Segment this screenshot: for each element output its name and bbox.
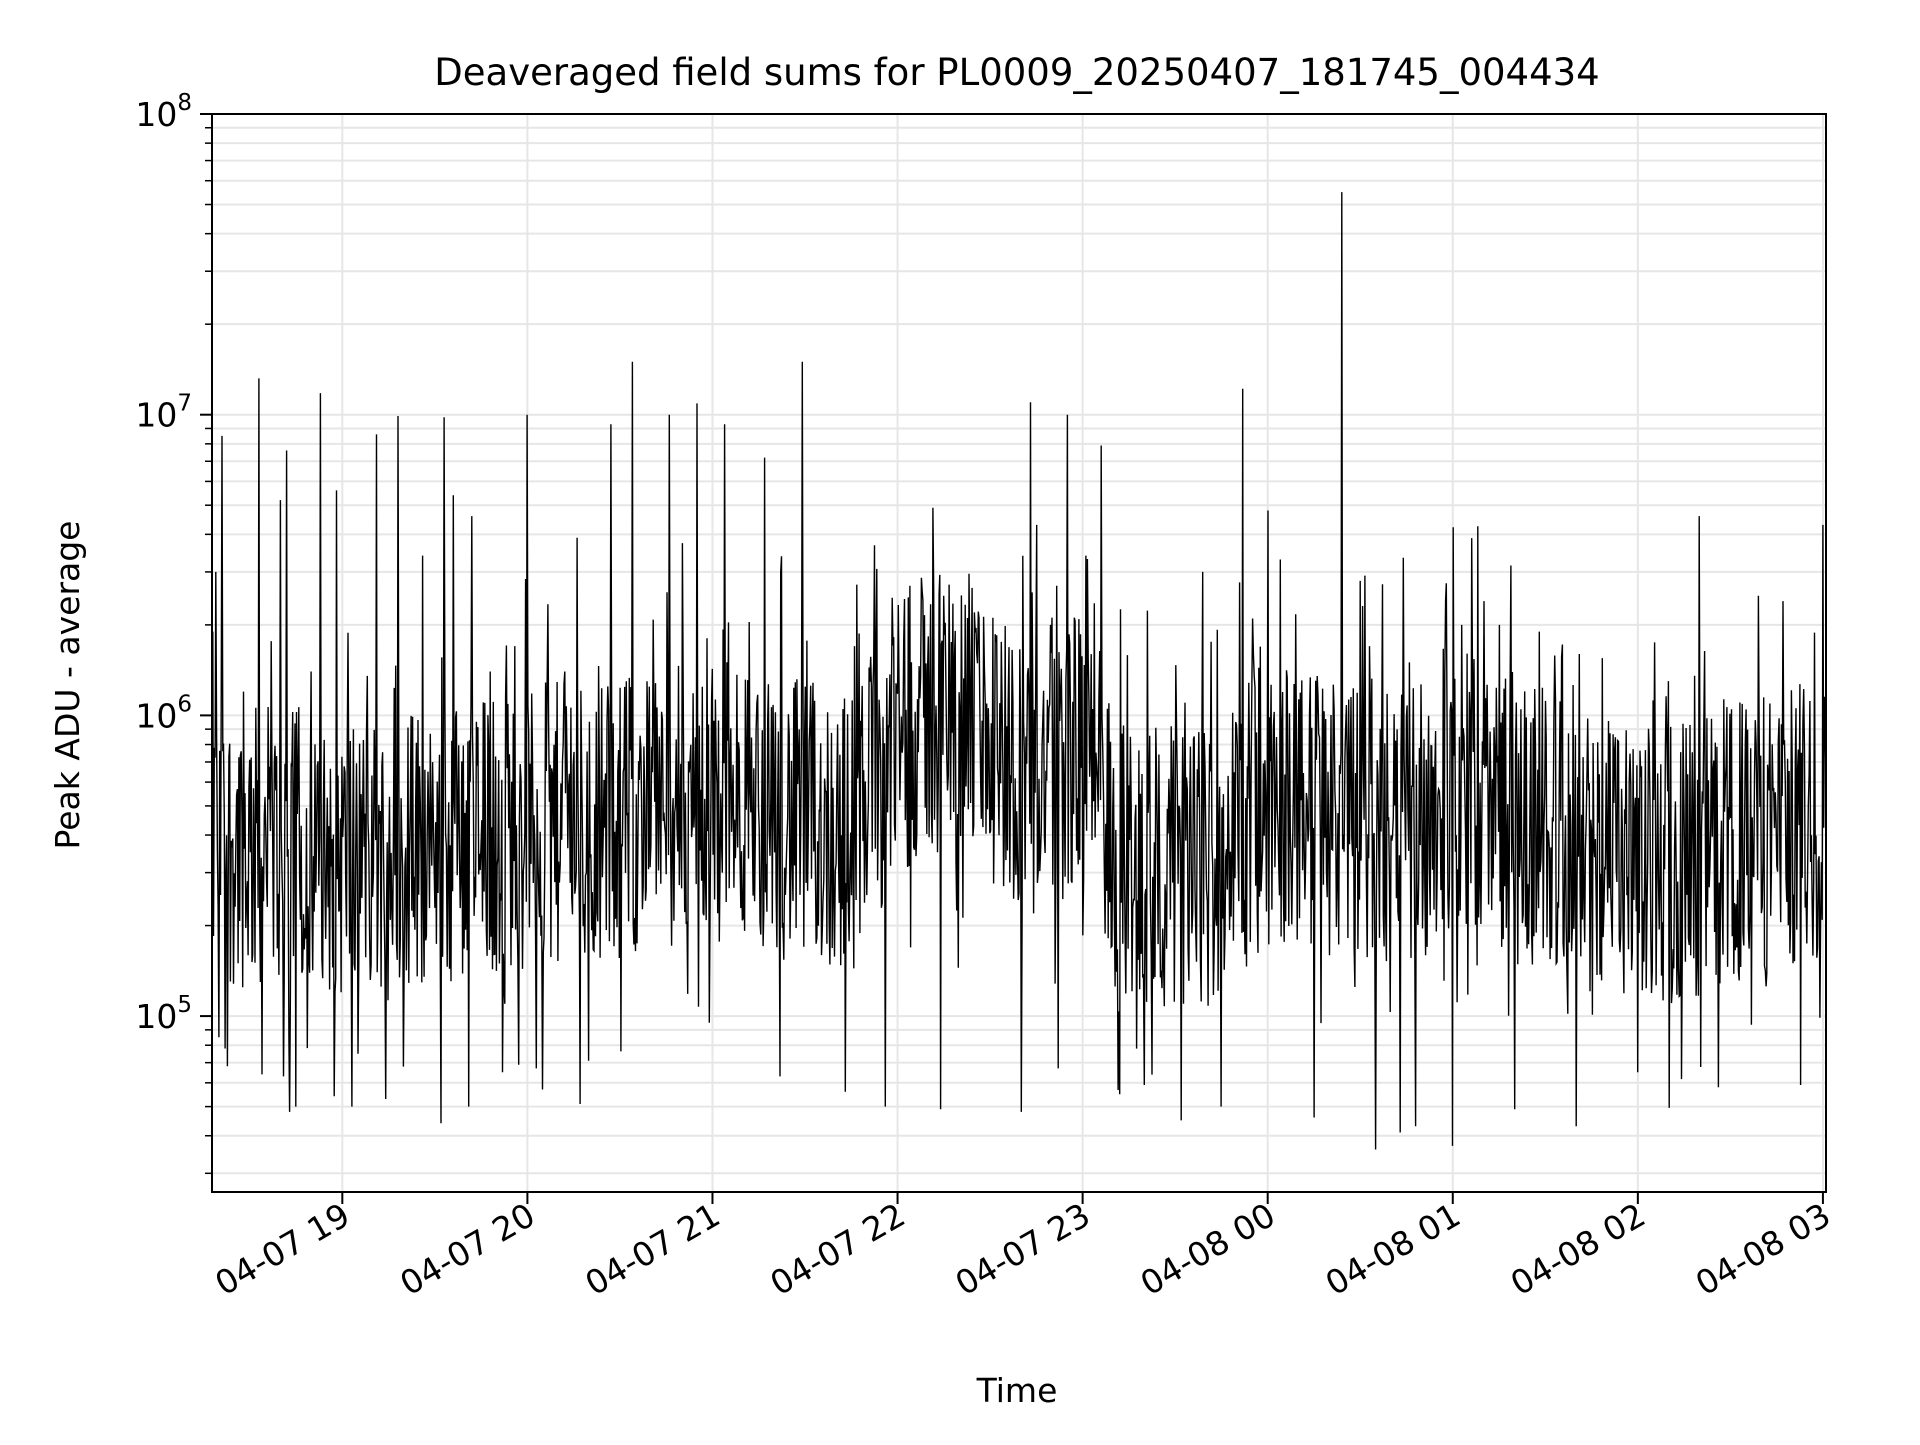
y-tick-label: 105 [135,992,192,1036]
y-tick-label: 106 [135,691,192,735]
series-layer [211,192,1827,1150]
x-axis-label: Time [976,1371,1058,1410]
plot-frame [211,113,1827,1193]
y-tick-label: 107 [135,391,192,435]
series-line [211,192,1827,1150]
y-tick-label: 108 [135,90,192,134]
y-axis-label: Peak ADU - average [48,521,87,850]
chart-title: Deaveraged field sums for PL0009_2025040… [434,51,1599,94]
y-axis: 105 106 107 108 [135,90,212,1175]
